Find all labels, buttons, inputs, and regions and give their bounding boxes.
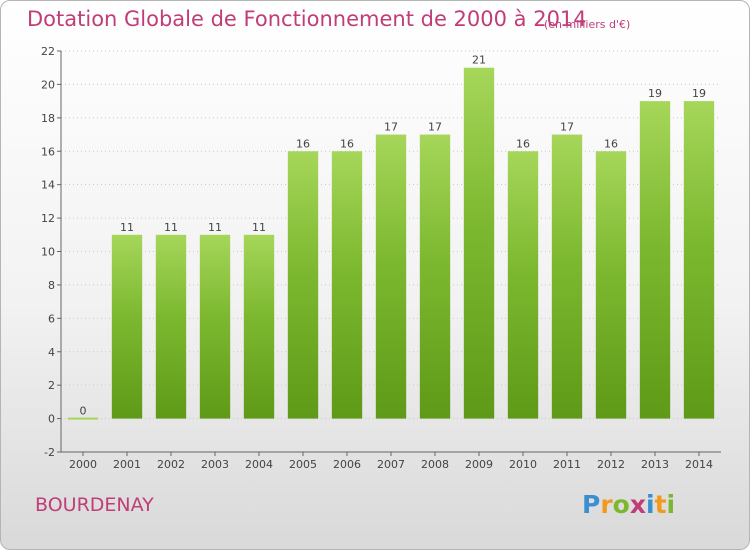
y-tick-label: 4 [48, 346, 55, 359]
y-tick-label: 8 [48, 279, 55, 292]
bar [463, 67, 495, 419]
x-tick-label: 2009 [465, 458, 493, 471]
bar-value-label: 16 [516, 137, 530, 150]
bar-value-label: 21 [472, 54, 486, 67]
x-tick-label: 2000 [69, 458, 97, 471]
bar [67, 417, 99, 420]
x-tick-label: 2014 [685, 458, 713, 471]
logo-letter: o [612, 490, 630, 519]
x-tick-label: 2008 [421, 458, 449, 471]
bar [331, 151, 363, 419]
x-tick-label: 2013 [641, 458, 669, 471]
bar [639, 101, 671, 419]
logo-letter: i [666, 490, 676, 519]
bar [595, 151, 627, 419]
y-tick-label: 12 [41, 212, 55, 225]
bar [111, 234, 143, 419]
bar-value-label: 17 [384, 121, 398, 134]
bar-value-label: 16 [340, 137, 354, 150]
y-tick-label: 22 [41, 45, 55, 58]
commune-name: BOURDENAY [35, 494, 154, 516]
x-tick-label: 2004 [245, 458, 273, 471]
bar [419, 134, 451, 419]
x-tick-label: 2011 [553, 458, 581, 471]
x-tick-label: 2006 [333, 458, 361, 471]
bar [155, 234, 187, 419]
bars [67, 67, 715, 420]
bar [199, 234, 231, 419]
bar-value-label: 16 [296, 137, 310, 150]
bar-value-label: 19 [692, 87, 706, 100]
bar-value-label: 11 [252, 221, 266, 234]
bar [375, 134, 407, 419]
y-tick-label: 6 [48, 312, 55, 325]
logo-letter: P [582, 490, 601, 519]
bar [243, 234, 275, 419]
y-tick-label: -2 [44, 446, 55, 459]
axes: -2 0 2 4 6 8 10 12 14 16 18 20 22 2000 2001 2002 2003 200… [41, 45, 721, 471]
y-tick-label: 16 [41, 145, 55, 158]
bar [507, 151, 539, 419]
bar-value-label: 19 [648, 87, 662, 100]
y-tick-label: 2 [48, 379, 55, 392]
y-tick-label: 20 [41, 78, 55, 91]
bar [287, 151, 319, 419]
bar-value-label: 0 [80, 405, 87, 418]
logo-letter: r [600, 490, 613, 519]
logo-letter: i [646, 490, 655, 519]
logo-letter: x [629, 490, 646, 519]
proxiti-logo: Proxiti [582, 490, 675, 519]
x-tick-label: 2012 [597, 458, 625, 471]
chart-title: Dotation Globale de Fonctionnement de 20… [27, 7, 587, 31]
bar-value-label: 11 [120, 221, 134, 234]
x-tick-label: 2002 [157, 458, 185, 471]
bar [683, 101, 715, 419]
bar-value-label: 11 [164, 221, 178, 234]
y-tick-label: 14 [41, 179, 55, 192]
y-tick-label: 0 [48, 413, 55, 426]
y-tick-label: 10 [41, 246, 55, 259]
y-tick-label: 18 [41, 112, 55, 125]
x-tick-label: 2001 [113, 458, 141, 471]
x-tick-label: 2005 [289, 458, 317, 471]
x-tick-label: 2003 [201, 458, 229, 471]
bar-value-label: 11 [208, 221, 222, 234]
chart-subtitle: (en milliers d'€) [544, 18, 631, 31]
x-tick-label: 2010 [509, 458, 537, 471]
bar-value-label: 17 [560, 121, 574, 134]
bar-value-label: 16 [604, 137, 618, 150]
x-tick-label: 2007 [377, 458, 405, 471]
bar-value-label: 17 [428, 121, 442, 134]
bar [551, 134, 583, 419]
logo-letter: t [654, 490, 667, 519]
data-labels: 0 11 11 11 11 16 16 17 17 21 16 17 16 19 19 [80, 54, 707, 418]
